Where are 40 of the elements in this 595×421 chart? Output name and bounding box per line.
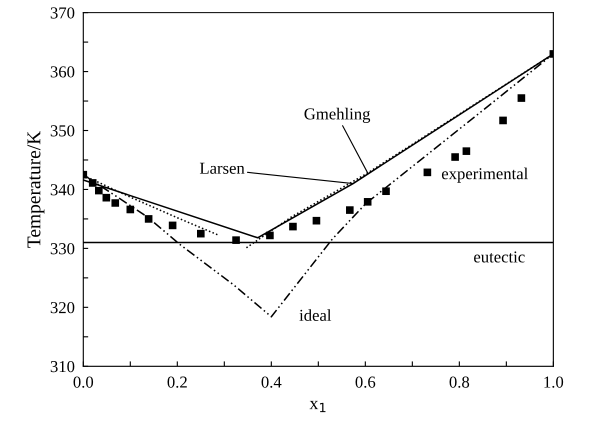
text: Larsen — [200, 162, 245, 174]
point — [289, 222, 297, 230]
x-tick-label: 0.8 — [450, 376, 470, 388]
y-tick-label: 340 — [50, 184, 74, 196]
point — [168, 222, 176, 230]
point — [462, 147, 470, 155]
point — [451, 153, 459, 161]
y-tick-label: 370 — [50, 7, 74, 19]
ref-line-label: eutectic — [474, 251, 525, 263]
point — [126, 206, 134, 214]
point — [499, 116, 507, 124]
point — [364, 198, 372, 206]
y-tick-label: 320 — [50, 302, 74, 314]
y-tick-label: 330 — [50, 243, 74, 254]
y-tick-label: 350 — [50, 125, 74, 136]
point — [312, 216, 320, 224]
x-tick-label: 1.0 — [544, 376, 564, 388]
y-axis-title: Temperature/K — [27, 130, 44, 248]
x-tick-label: 0.2 — [168, 376, 187, 388]
point — [518, 94, 526, 102]
point — [346, 206, 354, 214]
x-tick-label: 0.0 — [74, 376, 94, 388]
x-tick-label: 0.4 — [262, 376, 282, 388]
x-axis-title: x$_{1}$ — [310, 400, 326, 412]
y-tick-label: 310 — [50, 360, 74, 372]
point — [424, 168, 432, 176]
point — [232, 236, 240, 244]
text: Gmehling — [304, 108, 370, 123]
point — [111, 199, 120, 207]
point — [102, 194, 110, 202]
series-label: ideal — [299, 309, 332, 321]
point — [382, 187, 390, 196]
point — [95, 186, 103, 194]
y-tick-label: 360 — [50, 66, 74, 78]
x-tick-label: 0.6 — [356, 376, 376, 388]
point — [266, 232, 274, 240]
series-label: experimental — [442, 168, 528, 183]
point — [144, 215, 152, 223]
point — [88, 179, 97, 187]
point — [197, 230, 205, 238]
